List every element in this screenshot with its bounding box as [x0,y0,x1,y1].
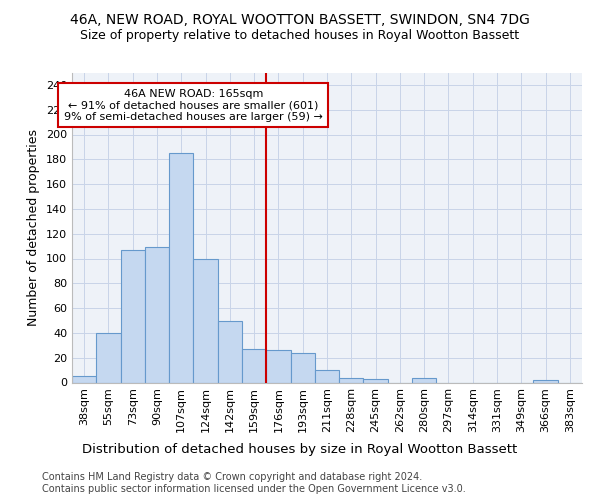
Bar [169,153,193,382]
Text: 46A, NEW ROAD, ROYAL WOOTTON BASSETT, SWINDON, SN4 7DG: 46A, NEW ROAD, ROYAL WOOTTON BASSETT, SW… [70,12,530,26]
Bar [412,378,436,382]
Bar [72,376,96,382]
Bar [339,378,364,382]
Bar [315,370,339,382]
Bar [121,250,145,382]
Bar [290,352,315,382]
Bar [145,248,169,382]
Bar [218,320,242,382]
Bar [193,258,218,382]
Y-axis label: Number of detached properties: Number of detached properties [28,129,40,326]
Bar [96,333,121,382]
Text: Contains public sector information licensed under the Open Government Licence v3: Contains public sector information licen… [42,484,466,494]
Text: 46A NEW ROAD: 165sqm
← 91% of detached houses are smaller (601)
9% of semi-detac: 46A NEW ROAD: 165sqm ← 91% of detached h… [64,88,323,122]
Text: Distribution of detached houses by size in Royal Wootton Bassett: Distribution of detached houses by size … [82,442,518,456]
Bar [533,380,558,382]
Bar [266,350,290,382]
Bar [242,349,266,382]
Text: Size of property relative to detached houses in Royal Wootton Bassett: Size of property relative to detached ho… [80,29,520,42]
Bar [364,379,388,382]
Text: Contains HM Land Registry data © Crown copyright and database right 2024.: Contains HM Land Registry data © Crown c… [42,472,422,482]
